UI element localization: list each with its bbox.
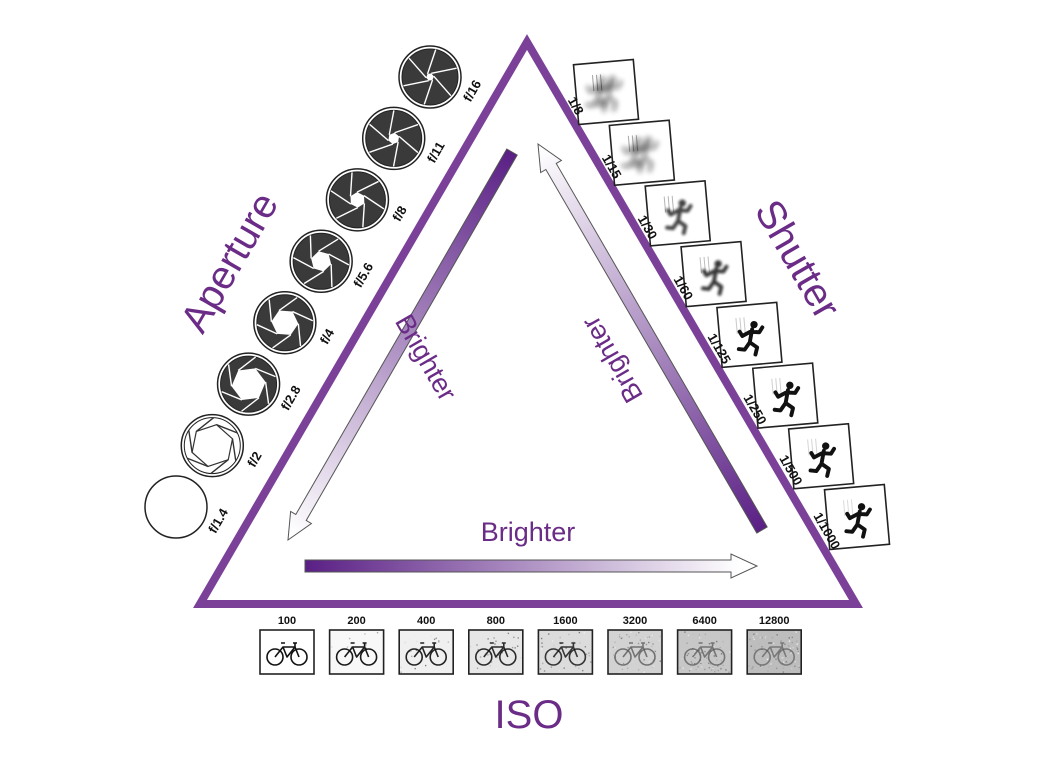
bicycle-icon <box>398 629 455 675</box>
running-figure-icon <box>787 422 855 490</box>
iso-label: ISO <box>495 693 564 737</box>
bottom-brighter-arrow <box>304 553 759 579</box>
brighter-arrows <box>287 142 768 579</box>
iso-value-label: 12800 <box>759 615 790 627</box>
running-figure-icon <box>680 240 747 308</box>
bottom-brighter-label: Brighter <box>481 517 576 547</box>
iso-value-label: 6400 <box>692 615 716 627</box>
running-figure-icon <box>716 301 783 369</box>
aperture-icon <box>289 229 353 294</box>
bicycle-icon <box>607 629 663 675</box>
iso-value-label: 3200 <box>623 615 647 627</box>
aperture-stop-label: f/4 <box>317 325 338 346</box>
aperture-icon <box>398 45 462 109</box>
aperture-stop-label: f/11 <box>424 139 448 165</box>
aperture-stop-label: f/8 <box>389 203 410 224</box>
aperture-stop-label: f/1.4 <box>205 505 231 536</box>
aperture-icon <box>144 475 208 539</box>
iso-value-label: 200 <box>347 615 365 627</box>
aperture-stop-label: f/2.8 <box>278 383 304 413</box>
running-figure-icon <box>823 483 891 551</box>
bicycle-icon <box>328 629 385 675</box>
iso-value-label: 400 <box>417 615 435 627</box>
aperture-stop-label: f/2 <box>244 449 265 470</box>
right-brighter-arrow <box>537 142 768 534</box>
running-figure-icon <box>644 180 712 247</box>
iso-value-label: 800 <box>487 615 505 627</box>
bicycle-icon <box>259 629 315 675</box>
running-figure-icon <box>608 119 676 187</box>
aperture-icon <box>361 106 426 171</box>
iso-value-label: 1600 <box>553 615 577 627</box>
aperture-icon <box>253 290 317 355</box>
aperture-icon <box>180 413 245 478</box>
aperture-stop-label: f/16 <box>460 77 484 104</box>
exposure-triangle <box>193 34 863 608</box>
aperture-icon <box>325 168 390 232</box>
iso-values: 100 200 400 800 1600 3200 6400 12800 <box>259 615 803 675</box>
bicycle-icon <box>537 629 594 675</box>
running-figure-icon <box>751 362 819 429</box>
running-figure-icon <box>572 58 640 126</box>
bicycle-icon <box>467 629 524 675</box>
left-brighter-arrow <box>287 148 518 542</box>
aperture-stop-label: f/5.6 <box>350 260 376 290</box>
aperture-icon <box>216 352 281 416</box>
iso-value-label: 100 <box>278 615 296 627</box>
bicycle-icon <box>746 629 803 675</box>
bicycle-icon <box>676 629 733 675</box>
